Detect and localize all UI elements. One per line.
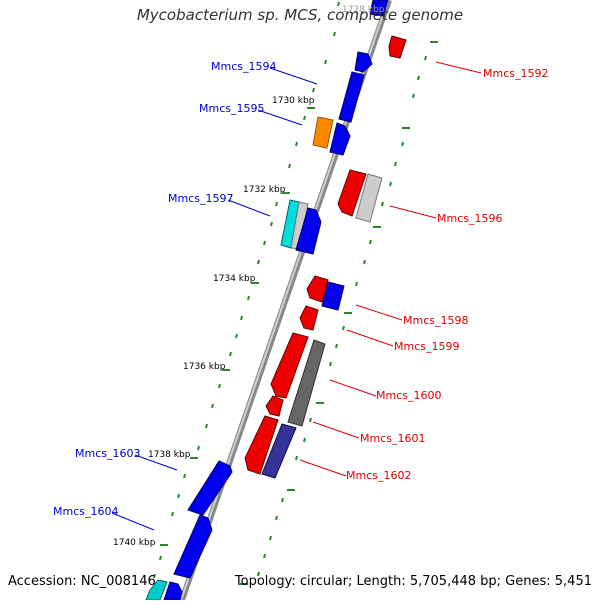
kbp-label: 1740 kbp <box>113 538 156 548</box>
gene-label[interactable]: Mmcs_1594 <box>211 60 276 73</box>
gene-labels-forward: Mmcs_1594 Mmcs_1595 Mmcs_1597 Mmcs_1603 … <box>53 60 276 518</box>
gene-arrow-blue[interactable] <box>163 581 183 601</box>
gene-label[interactable]: Mmcs_1596 <box>437 212 502 225</box>
genome-title: Mycobacterium sp. MCS, complete genome <box>136 6 464 24</box>
gene-arrow-blue[interactable] <box>354 51 373 73</box>
gene-label[interactable]: Mmcs_1600 <box>376 389 441 402</box>
kbp-label: 1738 kbp <box>148 450 191 460</box>
topology-text: Topology: circular; Length: 5,705,448 bp… <box>234 574 592 589</box>
gene-label[interactable]: Mmcs_1595 <box>199 102 264 115</box>
accession-text: Accession: NC_008146 <box>8 574 156 589</box>
gene-arrow-blue[interactable] <box>321 281 345 311</box>
gene-arrow-orange[interactable] <box>312 116 334 149</box>
scale-track-right <box>240 41 438 585</box>
gene-arrow-blue[interactable] <box>329 122 351 156</box>
gene-label[interactable]: Mmcs_1603 <box>75 447 140 460</box>
gene-arrow-purple[interactable] <box>261 423 297 479</box>
gene-label[interactable]: Mmcs_1604 <box>53 505 118 518</box>
gene-arrow-blue[interactable] <box>187 460 233 516</box>
scale-track-left <box>153 1 340 579</box>
kbp-label: 1730 kbp <box>272 96 315 106</box>
kbp-labels: 1728 kbp 1730 kbp 1732 kbp 1734 kbp 1736… <box>113 5 385 548</box>
gene-arrow-red[interactable] <box>244 415 279 475</box>
gene-label[interactable]: Mmcs_1601 <box>360 432 425 445</box>
gene-arrow-blue[interactable] <box>173 514 213 579</box>
gene-label[interactable]: Mmcs_1597 <box>168 192 233 205</box>
kbp-label: 1728 kbp <box>342 5 385 15</box>
kbp-label: 1734 kbp <box>213 274 256 284</box>
forward-genes <box>145 0 389 601</box>
gene-arrow-red[interactable] <box>270 332 309 399</box>
gene-arrow-red[interactable] <box>337 169 367 217</box>
gene-label[interactable]: Mmcs_1598 <box>403 314 468 327</box>
kbp-label: 1736 kbp <box>183 362 226 372</box>
gene-arrow-cyan[interactable] <box>145 579 168 601</box>
gene-label[interactable]: Mmcs_1602 <box>346 469 411 482</box>
gene-arrow-red[interactable] <box>388 35 407 59</box>
gene-arrow-red[interactable] <box>306 275 329 303</box>
gene-arrow-grey[interactable] <box>355 173 383 223</box>
gene-arrow-dark-grey[interactable] <box>287 339 326 427</box>
gene-arrow-blue[interactable] <box>369 0 389 17</box>
gene-arrow-red[interactable] <box>265 395 284 417</box>
gene-label[interactable]: Mmcs_1592 <box>483 67 548 80</box>
gene-arrow-blue[interactable] <box>295 207 322 255</box>
gene-arrow-red[interactable] <box>299 305 319 331</box>
gene-arrow-blue[interactable] <box>338 71 365 123</box>
reverse-genes <box>244 35 407 479</box>
gene-labels-reverse: Mmcs_1592 Mmcs_1596 Mmcs_1598 Mmcs_1599 … <box>346 67 548 482</box>
label-leaders <box>111 61 482 531</box>
gene-label[interactable]: Mmcs_1599 <box>394 340 459 353</box>
kbp-label: 1732 kbp <box>243 185 286 195</box>
